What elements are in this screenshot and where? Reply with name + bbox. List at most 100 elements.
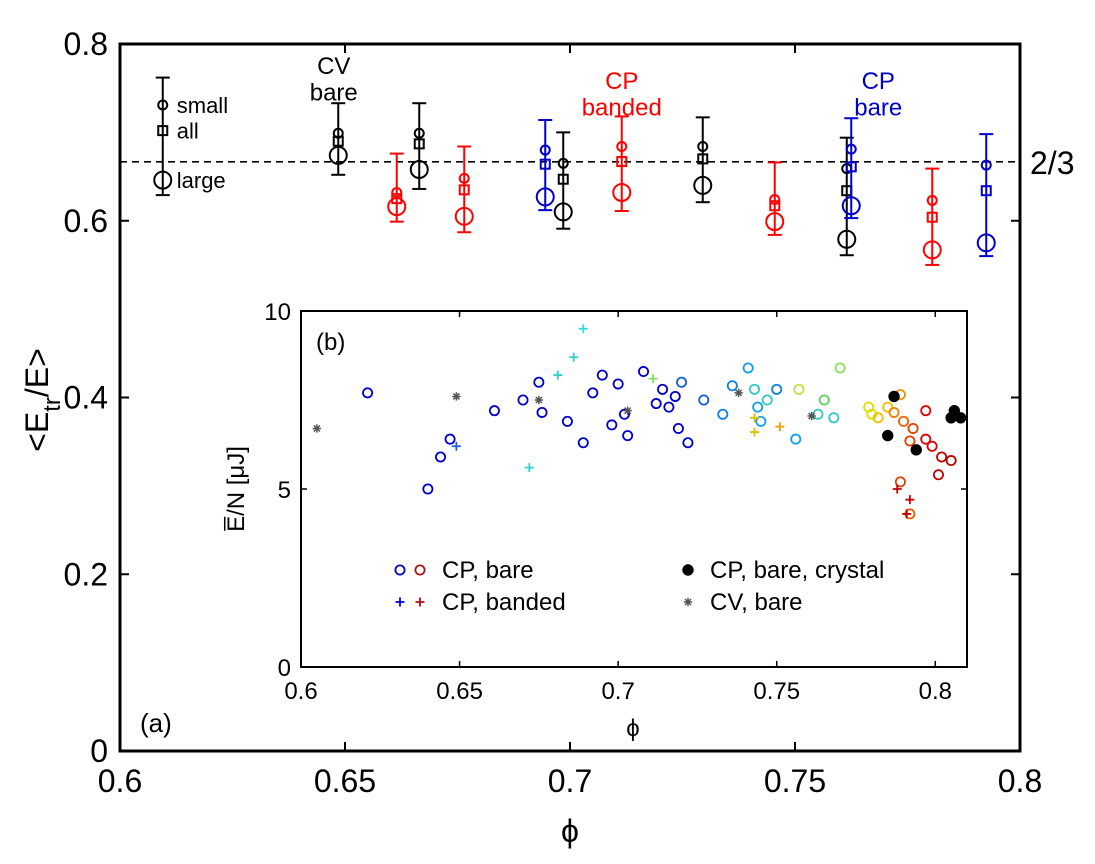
panel-a: 0.6 0.65 0.7 0.75 0.800.20.40.60.8ϕ<Etr/E>(a… xyxy=(19,26,1074,849)
cv-bare-point-all-mean xyxy=(413,138,425,150)
cp-bare-crystal-point-b xyxy=(954,412,967,424)
legend-marker-large xyxy=(153,170,173,190)
x-tick-label-a: 0.75 xyxy=(764,763,826,799)
legend-marker-b-2-a xyxy=(395,597,405,607)
cp-bare-point-large-mean xyxy=(841,196,861,216)
cp-bare-point-b xyxy=(749,383,761,395)
cp-bare-point-b xyxy=(682,437,694,449)
legend-marker-all xyxy=(157,125,169,137)
x-tick-label-b: 0.8 xyxy=(919,678,952,705)
legend-marker-b-1 xyxy=(682,564,694,576)
cp-bare-point-b xyxy=(888,406,900,418)
cv-bare-point-large-mean xyxy=(328,145,348,165)
legend-label-b: CP, bare, crystal xyxy=(710,557,884,584)
cp-banded-point-small-mean xyxy=(769,194,781,206)
y-tick-label-b: 5 xyxy=(278,477,291,504)
cp-banded-point-b xyxy=(892,484,902,494)
cp-bare-point-large-mean xyxy=(535,187,555,207)
cp-banded-point-large-mean xyxy=(387,197,407,217)
cp-bare-point-b xyxy=(834,362,846,374)
panel-label-b: (b) xyxy=(316,329,345,356)
cp-bare-point-b xyxy=(663,401,675,413)
cv-bare-point-small-mean xyxy=(557,157,569,169)
cp-bare-point-b xyxy=(444,433,456,445)
cp-banded-point-all-mean xyxy=(616,156,628,168)
cp-bare-point-b xyxy=(676,376,688,388)
cv-bare-point-large-mean xyxy=(409,159,429,179)
x-tick-label-b: 0.7 xyxy=(601,678,634,705)
cp-banded-point-large-mean xyxy=(454,206,474,226)
cp-bare-point-b xyxy=(790,433,802,445)
cp-banded-point-b xyxy=(569,352,579,362)
cp-bare-point-b xyxy=(717,408,729,420)
cp-bare-point-b xyxy=(657,383,669,395)
cp-banded-point-b xyxy=(775,422,785,432)
cp-banded-point-small-mean xyxy=(391,186,403,198)
y-axis-label-main: <E xyxy=(19,412,55,452)
cv-bare-point-small-mean xyxy=(332,127,344,139)
legend-marker-small xyxy=(157,99,169,111)
cv-bare-point-all-mean xyxy=(557,173,569,185)
cp-bare-point-b xyxy=(650,398,662,410)
x-tick-label-b: 0.65 xyxy=(436,678,483,705)
cp-banded-point-small-mean xyxy=(458,172,470,184)
cp-banded-point-large-mean xyxy=(765,212,785,232)
y-tick-label-a: 0.6 xyxy=(64,203,108,239)
legend-label-b: CP, banded xyxy=(442,589,566,616)
cp-bare-point-small-mean xyxy=(539,144,551,156)
cp-bare-point-b xyxy=(726,380,738,392)
plot-frame-b xyxy=(300,310,968,668)
y-tick-label-a: 0.2 xyxy=(64,556,108,592)
cp-bare-point-b xyxy=(752,401,764,413)
cp-bare-point-b xyxy=(517,394,529,406)
annotation-2-line-0: CP xyxy=(862,68,895,95)
x-axis-label-a: ϕ xyxy=(561,813,579,849)
legend-marker-b-2-b xyxy=(415,597,425,607)
cv-bare-point-small-mean xyxy=(413,127,425,139)
legend-label-all: all xyxy=(177,119,199,144)
cp-bare-point-b xyxy=(587,387,599,399)
y-axis-label-sub: tr xyxy=(39,397,66,412)
x-axis-label-b: ϕ xyxy=(626,715,639,742)
cp-banded-point-large-mean xyxy=(612,182,632,202)
cv-bare-point-small-mean xyxy=(697,141,709,153)
cp-bare-crystal-point-b xyxy=(888,390,900,403)
x-tick-label-b: 0.6 xyxy=(284,678,317,705)
cp-bare-point-b xyxy=(606,419,618,431)
cp-bare-point-b xyxy=(828,412,840,424)
cp-bare-point-b xyxy=(618,408,630,420)
cp-bare-point-b xyxy=(698,394,710,406)
cp-bare-point-b xyxy=(771,383,783,395)
cp-bare-point-b xyxy=(761,394,773,406)
cp-bare-point-b xyxy=(622,430,634,442)
cp-banded-point-b xyxy=(750,413,760,423)
cp-banded-point-all-mean xyxy=(926,211,938,223)
y-tick-label-a: 0.8 xyxy=(64,26,108,62)
legend-marker-b-0-a xyxy=(394,564,406,576)
cp-bare-point-b xyxy=(362,387,374,399)
cp-bare-crystal-point-b xyxy=(882,429,894,442)
cp-bare-point-b xyxy=(422,483,434,495)
cp-bare-point-b xyxy=(920,405,932,417)
cv-bare-point-large-mean xyxy=(693,175,713,195)
cv-bare-point-b xyxy=(452,392,461,401)
cp-bare-point-all-mean xyxy=(845,161,857,173)
cp-banded-point-b xyxy=(905,495,915,505)
cv-bare-point-all-mean xyxy=(697,153,709,165)
cp-bare-point-b xyxy=(669,390,681,402)
cp-bare-point-small-mean xyxy=(845,143,857,155)
cp-bare-point-all-mean xyxy=(539,158,551,170)
cp-bare-point-b xyxy=(596,369,608,381)
cp-bare-point-b xyxy=(920,433,932,445)
y-axis-label-b: E̅/N [μJ] xyxy=(223,446,250,532)
cp-bare-point-b xyxy=(536,406,548,418)
cp-bare-point-b xyxy=(577,437,589,449)
cp-bare-point-b xyxy=(755,415,767,427)
cv-bare-point-large-mean xyxy=(837,229,857,249)
cp-banded-point-b xyxy=(553,370,563,380)
cp-banded-point-b xyxy=(524,463,534,473)
cp-banded-point-large-mean xyxy=(922,240,942,260)
cv-bare-point-b xyxy=(807,411,816,421)
cp-bare-point-b xyxy=(882,401,894,413)
